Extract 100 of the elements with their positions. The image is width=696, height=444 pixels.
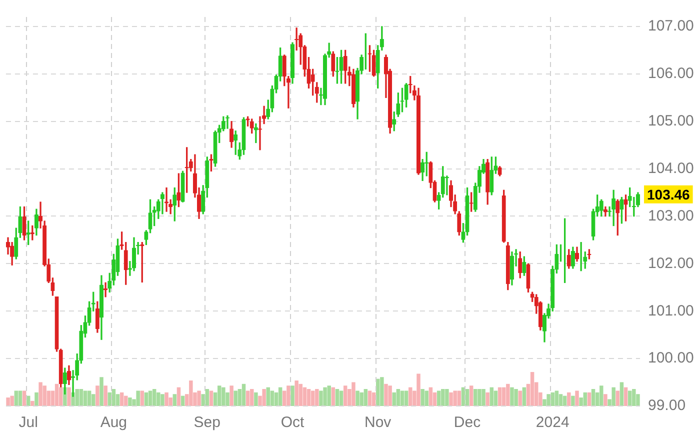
x-tick-label: Nov — [364, 414, 392, 432]
bar — [266, 387, 270, 406]
bar — [246, 390, 250, 406]
bar — [156, 392, 160, 406]
bar — [575, 390, 579, 406]
x-tick-label: Aug — [100, 414, 128, 432]
candlestick — [160, 192, 164, 214]
bar — [314, 389, 319, 406]
bar — [478, 389, 482, 406]
bar — [120, 392, 124, 406]
bar — [368, 390, 372, 406]
candlestick — [526, 263, 530, 292]
bar — [546, 394, 550, 406]
bar — [404, 390, 408, 406]
bar — [250, 389, 254, 406]
x-tick-label: Oct — [280, 414, 305, 432]
candlestick — [339, 50, 344, 84]
bar — [384, 384, 388, 406]
bar — [323, 387, 327, 406]
bar — [160, 394, 164, 406]
bar — [104, 386, 108, 406]
bar — [616, 390, 620, 406]
bar — [54, 384, 59, 406]
bar — [486, 392, 490, 406]
bar — [490, 387, 494, 406]
bar — [83, 390, 88, 406]
candlestick — [164, 187, 169, 212]
bar — [482, 389, 486, 406]
x-tick-label: 2024 — [536, 414, 570, 432]
bar — [620, 382, 624, 406]
y-tick-label: 105.00 — [648, 112, 694, 130]
bar — [473, 389, 478, 406]
bar — [436, 390, 441, 406]
bar — [79, 389, 84, 406]
bar — [599, 386, 604, 406]
bar — [172, 394, 176, 406]
bar — [278, 387, 282, 406]
y-tick-label: 99.00 — [648, 397, 686, 414]
bar — [518, 390, 522, 406]
bar — [380, 377, 384, 406]
y-tick-label: 103.00 — [648, 207, 694, 224]
bar — [392, 392, 396, 406]
bar — [388, 386, 392, 406]
bar — [152, 389, 156, 406]
bar — [6, 398, 10, 406]
bar — [465, 389, 470, 406]
bar — [294, 380, 298, 406]
bar — [222, 387, 226, 406]
bar — [469, 386, 474, 406]
bar — [180, 396, 185, 406]
bar — [18, 390, 22, 406]
candlestick — [498, 166, 502, 176]
bar — [148, 390, 152, 406]
bar — [75, 389, 79, 406]
y-tick-label: 106.00 — [648, 65, 694, 82]
bar — [424, 390, 428, 406]
bar — [457, 390, 461, 406]
bar — [514, 389, 518, 406]
candlestick — [587, 249, 592, 260]
bar — [335, 389, 340, 406]
bar — [445, 389, 449, 406]
y-tick-label: 107.00 — [648, 18, 694, 35]
bar — [583, 392, 587, 406]
bar — [230, 386, 234, 406]
bar — [34, 392, 38, 406]
bar — [42, 386, 46, 406]
bar — [22, 390, 26, 406]
bar — [494, 390, 498, 406]
bar — [428, 387, 433, 406]
bar — [502, 387, 506, 406]
bar — [100, 377, 104, 406]
bar — [290, 386, 294, 406]
bar — [38, 382, 42, 406]
bar — [400, 390, 404, 406]
bar — [234, 390, 238, 406]
bar — [30, 400, 34, 406]
bar — [632, 389, 636, 406]
bar — [319, 390, 323, 406]
bar — [189, 380, 193, 406]
candlestick — [294, 28, 299, 51]
y-tick-label: 101.00 — [648, 302, 694, 320]
bar — [140, 390, 144, 406]
bar — [498, 387, 502, 406]
bar — [96, 386, 100, 406]
bar — [306, 389, 311, 406]
bar — [343, 386, 348, 406]
bar — [144, 392, 148, 406]
bar — [128, 398, 132, 406]
bar — [136, 390, 140, 406]
bar — [124, 396, 128, 406]
x-tick-label: Dec — [454, 414, 482, 432]
x-tick-label: Sep — [194, 414, 221, 432]
bar — [587, 392, 592, 406]
bar — [612, 387, 616, 406]
bar — [14, 390, 18, 406]
candlestick — [620, 196, 624, 224]
candlestick — [22, 206, 26, 240]
bar — [217, 386, 222, 406]
bar — [396, 389, 400, 406]
bar — [420, 389, 424, 406]
